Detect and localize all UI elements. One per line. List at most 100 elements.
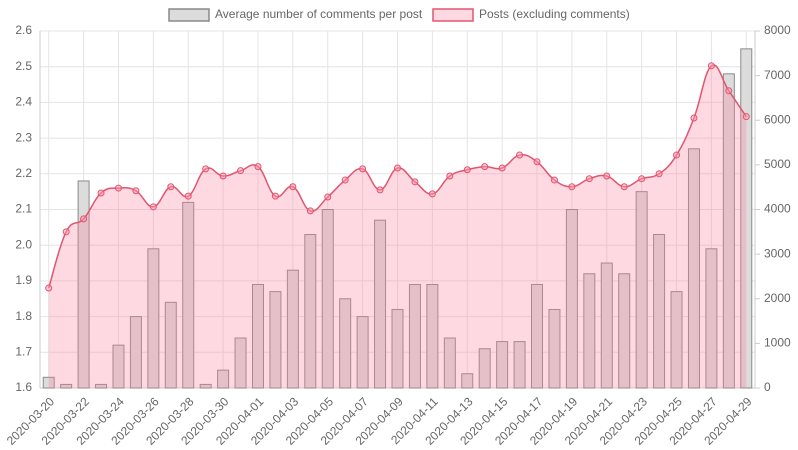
line-point xyxy=(62,228,70,236)
bar xyxy=(199,383,212,389)
line-point xyxy=(742,113,750,121)
line-point xyxy=(603,172,611,180)
bar xyxy=(339,298,352,389)
y-tick-label: 1.9 xyxy=(15,273,32,287)
y2-tick-label: 5000 xyxy=(764,157,791,171)
line-point xyxy=(446,172,454,180)
bar xyxy=(496,341,509,389)
bar xyxy=(234,337,247,389)
bar xyxy=(374,219,387,389)
y-tick-label: 2.6 xyxy=(15,23,32,37)
legend-label: Average number of comments per post xyxy=(215,7,423,21)
bar xyxy=(461,373,474,389)
y-tick-label: 2.3 xyxy=(15,130,32,144)
bar xyxy=(443,337,456,389)
line-point xyxy=(463,166,471,174)
line-point xyxy=(376,186,384,194)
line-area xyxy=(48,64,747,389)
bar xyxy=(565,209,578,389)
line-point xyxy=(324,193,332,201)
line-point xyxy=(725,87,733,95)
line-point xyxy=(585,175,593,183)
y-tick-label: 2.0 xyxy=(15,237,32,251)
line-point xyxy=(533,158,541,166)
y-tick-label: 1.6 xyxy=(15,380,32,394)
bar xyxy=(391,308,404,389)
bar xyxy=(77,180,90,389)
y2-tick-label: 1000 xyxy=(764,336,791,350)
bar xyxy=(600,262,613,389)
y2-tick-label: 8000 xyxy=(764,23,791,37)
bar xyxy=(670,291,683,389)
bar xyxy=(286,269,299,389)
bar xyxy=(164,301,177,389)
y2-tick-label: 3000 xyxy=(764,246,791,260)
line-point xyxy=(673,151,681,159)
bar xyxy=(251,283,264,389)
y-tick-label: 2.2 xyxy=(15,166,32,180)
y-tick-label: 1.8 xyxy=(15,309,32,323)
line-point xyxy=(498,164,506,172)
bar xyxy=(583,273,596,389)
bar xyxy=(653,233,666,389)
bar xyxy=(635,191,648,389)
line-point xyxy=(202,165,210,173)
y2-tick-label: 4000 xyxy=(764,202,791,216)
bar xyxy=(147,248,160,389)
line-point xyxy=(707,62,715,70)
bar xyxy=(321,209,334,389)
line-point xyxy=(655,170,663,178)
line-point xyxy=(237,167,245,175)
line-point xyxy=(149,203,157,211)
bar xyxy=(722,73,735,389)
bar xyxy=(217,369,230,389)
line-point xyxy=(254,163,262,171)
y2-tick-label: 6000 xyxy=(764,112,791,126)
line-point xyxy=(132,187,140,195)
line-point xyxy=(80,215,88,223)
bar xyxy=(618,273,631,389)
y-tick-label: 2.5 xyxy=(15,59,32,73)
line-point xyxy=(45,284,53,292)
bar xyxy=(269,291,282,389)
line-point xyxy=(690,114,698,122)
bar xyxy=(513,341,526,389)
legend-label: Posts (excluding comments) xyxy=(479,7,630,21)
bar xyxy=(687,148,700,389)
y-tick-label: 2.4 xyxy=(15,95,32,109)
line-point xyxy=(620,183,628,191)
line-point xyxy=(516,151,524,159)
line-point xyxy=(97,189,105,197)
bar xyxy=(426,283,439,389)
line-point xyxy=(359,165,367,173)
bar xyxy=(129,316,142,389)
line-point xyxy=(289,183,297,191)
y2-tick-label: 2000 xyxy=(764,291,791,305)
line-point xyxy=(411,178,419,186)
line-point xyxy=(638,175,646,183)
y2-tick-label: 7000 xyxy=(764,68,791,82)
legend-swatch xyxy=(432,8,474,22)
bar xyxy=(304,233,317,389)
y-tick-label: 2.1 xyxy=(15,202,32,216)
line-point xyxy=(428,190,436,198)
bar xyxy=(531,283,544,389)
line-point xyxy=(219,172,227,180)
y-tick-label: 1.7 xyxy=(15,344,32,358)
line-point xyxy=(271,192,279,200)
bar xyxy=(182,201,195,389)
bar xyxy=(60,383,73,389)
bar xyxy=(356,316,369,389)
line-point xyxy=(306,207,314,215)
legend-swatch xyxy=(168,8,210,22)
line-point xyxy=(481,163,489,171)
line-point xyxy=(114,184,122,192)
line-point xyxy=(167,183,175,191)
line-point xyxy=(341,176,349,184)
y2-tick-label: 0 xyxy=(764,380,771,394)
bar xyxy=(42,376,55,389)
bar xyxy=(705,248,718,389)
line-point xyxy=(568,183,576,191)
line-point xyxy=(394,164,401,172)
